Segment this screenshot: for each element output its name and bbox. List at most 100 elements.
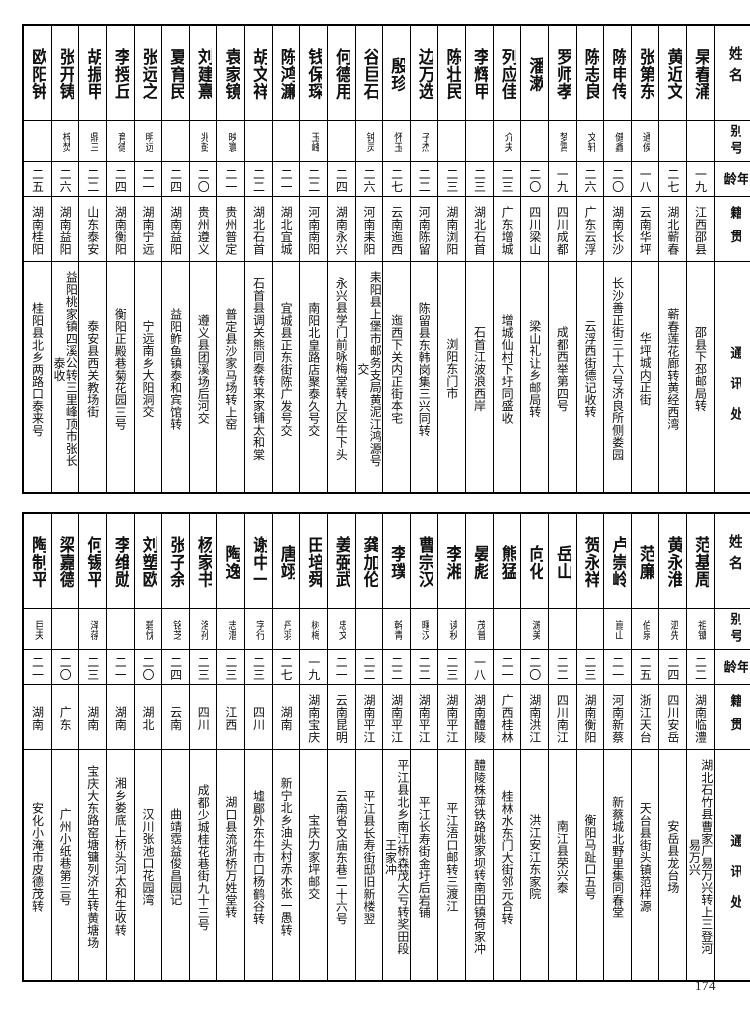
name-text: 潘漱 — [525, 56, 544, 92]
cell-age: 二六 — [354, 161, 384, 197]
alias-text: 兆彭 — [198, 131, 209, 153]
cell-address: 桂林水东门大街邻元合转 — [492, 749, 522, 982]
cell-alias: 通侯 — [630, 120, 660, 162]
cell-name: 陶制平 — [22, 512, 52, 609]
cell-age: 一九 — [299, 649, 328, 685]
address-text: 新宁北乡油头村赤木张一愚转 — [279, 777, 293, 937]
age-text: 二〇 — [528, 655, 541, 681]
cell-origin: 湖北石首 — [244, 196, 273, 262]
name-text: 李璞 — [387, 544, 406, 580]
age-text: 二五 — [638, 655, 652, 681]
cell-origin: 云南华坪 — [630, 196, 660, 262]
cell-name: 贺永祥 — [575, 512, 605, 609]
name-text: 范廉 — [636, 544, 654, 580]
cell-name: 袁家镜 — [216, 24, 245, 121]
cell-origin: 湖南平江 — [409, 684, 439, 750]
age-text: 二二 — [86, 167, 99, 193]
alias-text: 泗先 — [667, 619, 678, 641]
cell-alias — [161, 120, 190, 162]
cell-age: 二四 — [658, 649, 687, 685]
cell-alias — [244, 120, 273, 162]
cell-age: 二三 — [216, 649, 245, 685]
cell-name: 黄近文 — [658, 24, 687, 121]
cell-alias: 字行 — [244, 608, 273, 650]
cell-origin: 湖南 — [271, 684, 301, 750]
cell-alias: 丹羽 — [271, 608, 301, 650]
age-text: 二一 — [113, 655, 127, 681]
cell-age: 二三 — [575, 649, 605, 685]
name-text: 张开铸 — [56, 47, 74, 101]
cell-alias: 泽蒣 — [78, 608, 107, 650]
cell-name: 殷珍 — [382, 24, 411, 121]
cell-alias: 明远 — [133, 120, 163, 162]
cell-address: 南阳北皇路店聚泰久号交 — [299, 261, 328, 494]
name-text: 殷珍 — [387, 56, 406, 92]
origin-text: 湖北宜城 — [279, 205, 293, 255]
cell-origin: 湖南平江 — [382, 684, 411, 750]
cell-origin: 广东 — [50, 684, 80, 750]
alias-text: 钟灵 — [364, 131, 374, 153]
row-label-address: 通讯处 — [713, 261, 750, 494]
name-text: 夏育民 — [166, 47, 185, 101]
cell-address: 耒阳县上堡市邮务支局黄泥江鸿源号交 — [354, 261, 384, 494]
cell-address: 平江长寿街金圩后岩铺 — [409, 749, 439, 982]
row-address: 桂阳县北乡两路口泰来号 益阳桃家镇四溪公转三里峰顶市张长泰收 泰安县西关教场街 衡阳正… — [22, 261, 750, 494]
name-text: 卢崇岭 — [608, 535, 627, 589]
cell-address: 新蔡城北野里集同春堂 — [603, 749, 632, 982]
origin-text: 湖南长沙 — [611, 205, 624, 255]
alias-text: 树梅 — [308, 619, 319, 641]
address-text: 新蔡城北野里集同春堂 — [611, 795, 624, 919]
alias-text: 志潜 — [225, 619, 236, 641]
cell-address: 迤西下关内正街本宅 — [382, 261, 411, 494]
cell-origin: 湖南宁远 — [133, 196, 163, 262]
age-text: 一九 — [307, 655, 320, 681]
row-label-text: 通讯处 — [727, 834, 742, 926]
cell-alias: 碧忱 — [133, 608, 163, 650]
origin-text: 湖南洪江 — [528, 693, 541, 743]
cell-alias — [326, 120, 356, 162]
age-text: 二四 — [113, 167, 127, 193]
origin-text: 四川梁山 — [528, 205, 541, 255]
row-label-age: 年龄 — [713, 161, 750, 197]
cell-age: 二一 — [492, 649, 522, 685]
cell-origin: 湖南临澧 — [686, 684, 715, 750]
alias-text: 子杰 — [419, 131, 430, 153]
cell-name: 杲春涌 — [686, 24, 715, 121]
cell-age: 二七 — [658, 161, 687, 197]
cell-name: 欧阳钟 — [22, 24, 52, 121]
cell-alias: 巨夫 — [22, 608, 52, 650]
address-text: 醴陵株萍铁路姚家坝转南田镇荷家冲 — [473, 759, 486, 955]
age-text: 二一 — [224, 167, 237, 193]
age-text: 二一 — [500, 655, 514, 681]
name-text: 晏彪 — [470, 544, 489, 580]
cell-age: 二二 — [78, 161, 107, 197]
cell-name: 向化 — [520, 512, 549, 609]
name-text: 谢中一 — [249, 535, 268, 589]
cell-name: 龚加伦 — [354, 512, 384, 609]
address-text: 南阳北皇路店聚泰久号交 — [307, 301, 320, 437]
address-text: 广州小纸巷第三号 — [58, 808, 72, 906]
cell-address: 益阳鲊鱼镇泰和宾馆转 — [161, 261, 190, 494]
origin-text: 湖南益阳 — [58, 205, 72, 255]
origin-text: 四川安岳 — [666, 693, 679, 743]
cell-alias — [437, 120, 466, 162]
cell-name: 岳山 — [547, 512, 577, 609]
table-separator — [22, 494, 728, 512]
address-text: 石首县调关熊同泰转来家铺太和棠 — [252, 277, 265, 461]
age-text: 二二 — [307, 167, 320, 193]
name-text: 姜弼武 — [332, 535, 351, 589]
cell-address: 宜城县正东街陈广发号交 — [271, 261, 301, 494]
cell-origin: 四川 — [244, 684, 273, 750]
name-text: 胡文祥 — [249, 47, 268, 101]
address-text: 宜城县正东街陈广发号交 — [279, 301, 293, 437]
roster-table-top: 欧阳钟 张开铸 胡振甲 李授丘 张远之 夏育民 刘建熹 袁家镜 胡文祥 陈鸿濂 钱保琛 何德用 谷巨石殷… — [22, 24, 750, 494]
origin-text: 云南迤西 — [390, 205, 403, 255]
name-text: 列应佳 — [498, 47, 516, 101]
name-text: 罗师孝 — [553, 47, 572, 101]
row-origin: 湖南桂阳 湖南益阳 山东泰安 湖南衡阳 湖南宁远 湖南益阳 贵州遵义 贵州普定 湖北石首 湖北宜城… — [22, 196, 750, 262]
address-text: 曲靖霑益俊昌园记 — [169, 808, 182, 906]
row-label-text: 姓名 — [727, 534, 742, 578]
cell-name: 范廉 — [630, 512, 660, 609]
cell-alias: 祖镛 — [686, 608, 715, 650]
cell-alias — [354, 608, 384, 650]
